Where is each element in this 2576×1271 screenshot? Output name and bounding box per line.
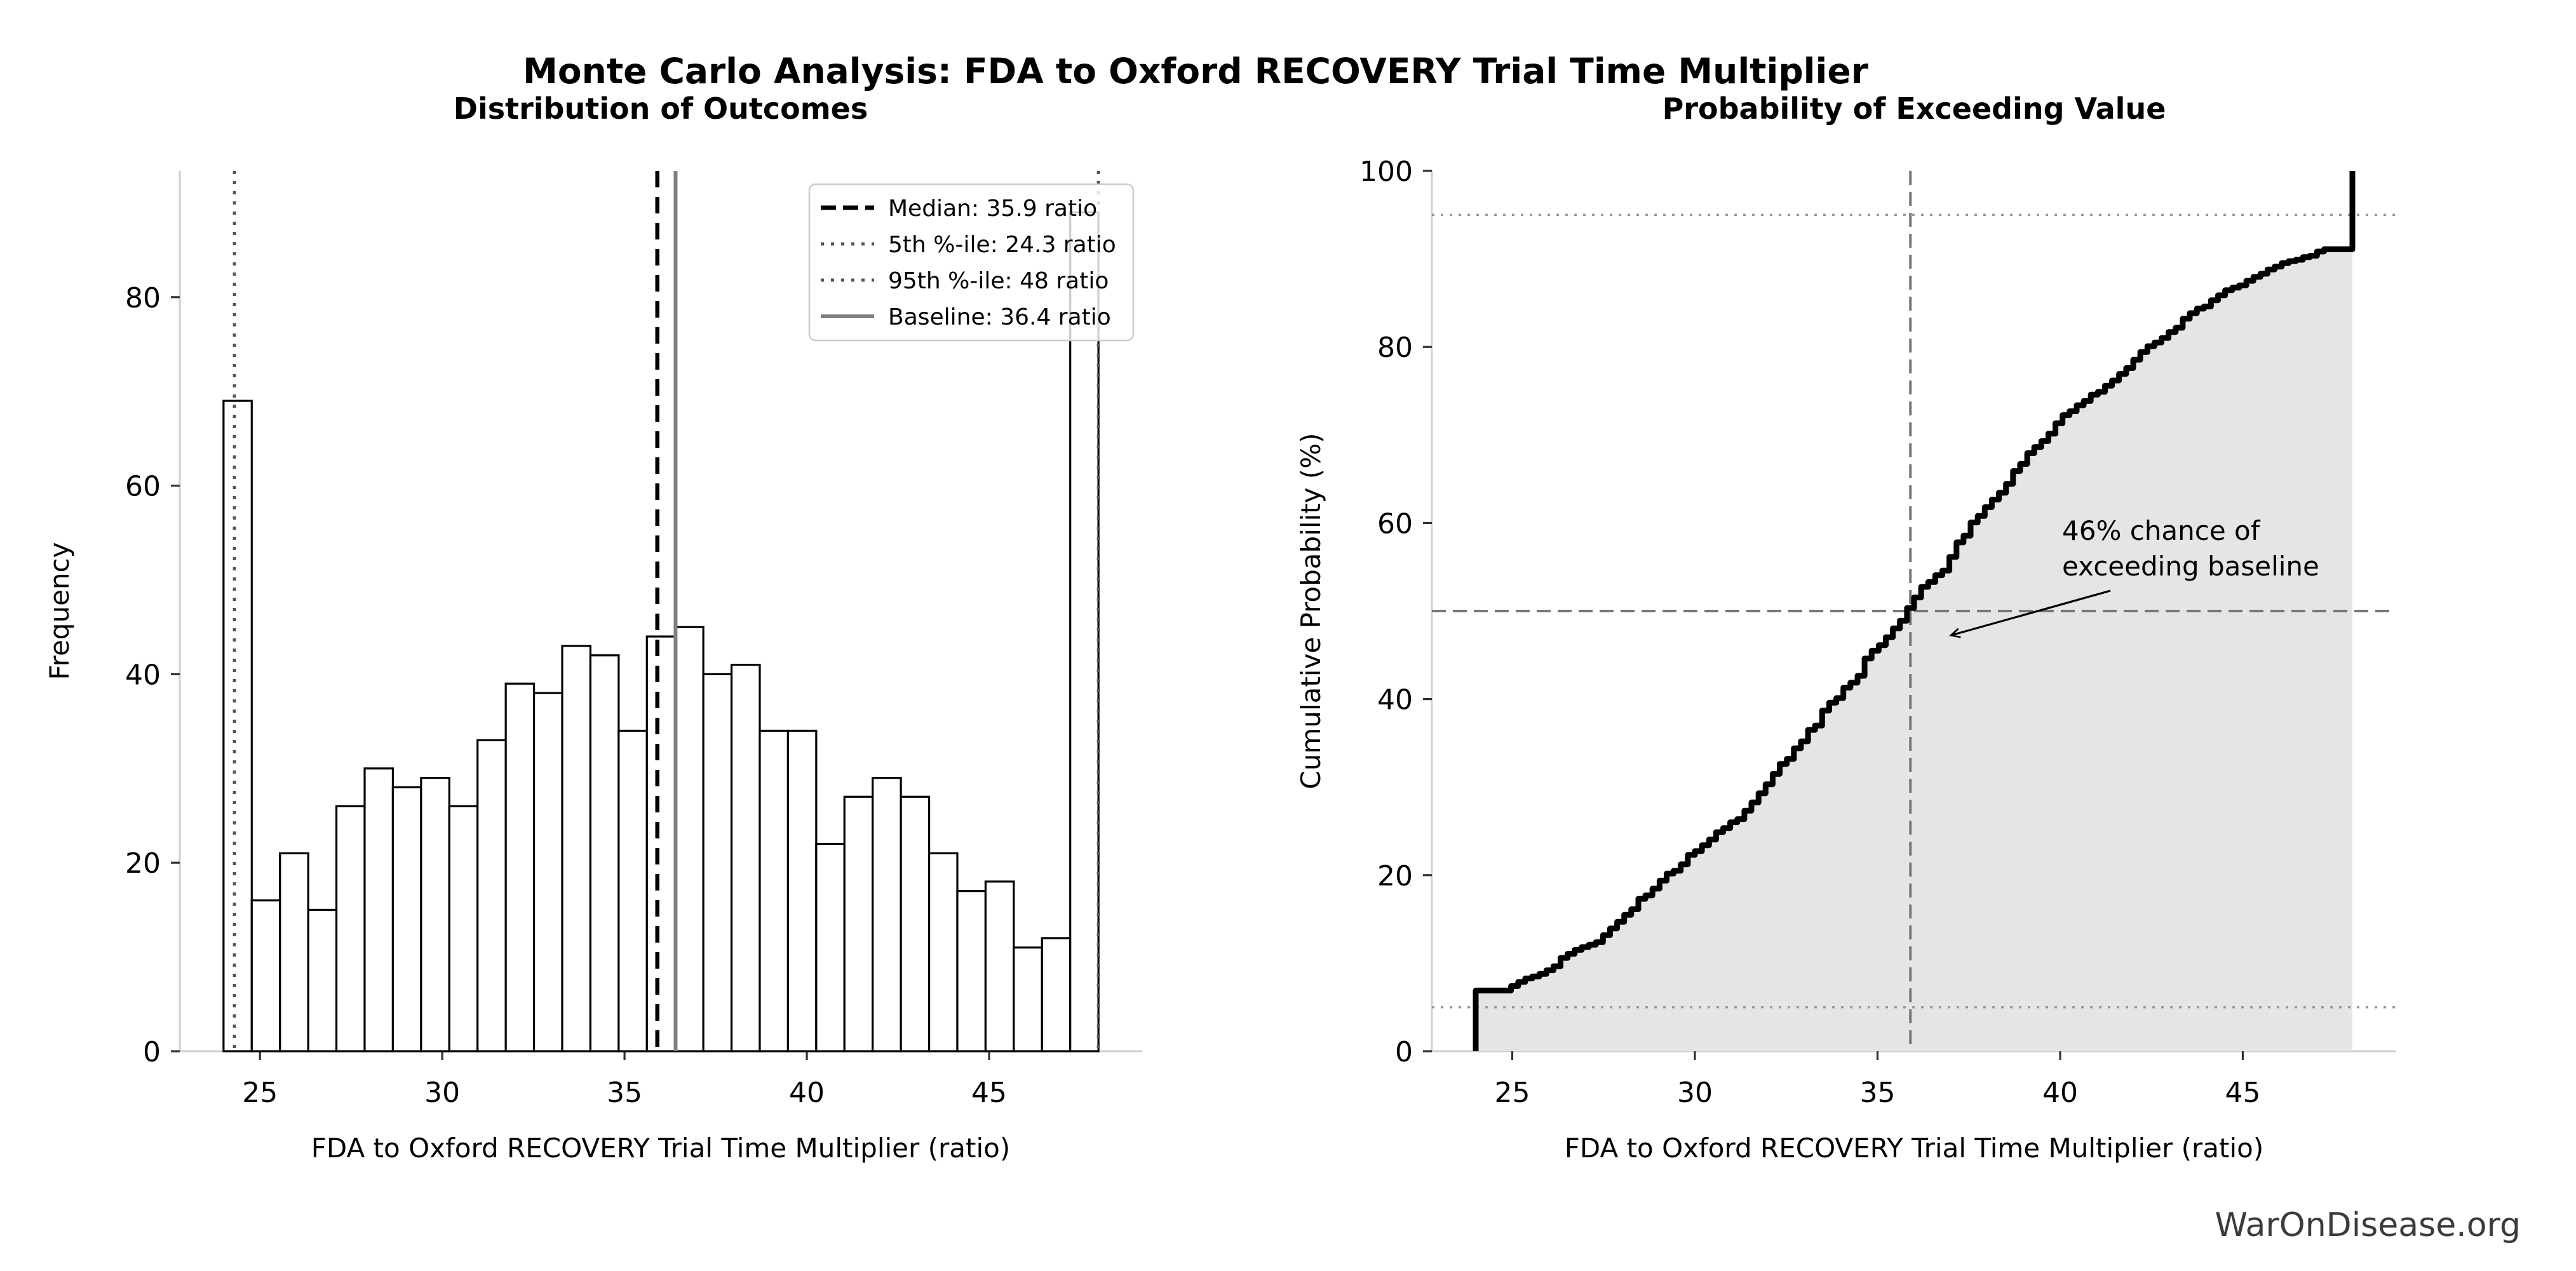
x-tick-label: 40: [2042, 1077, 2078, 1109]
y-tick-label: 60: [1377, 508, 1413, 540]
right-axes: 25 30 35 40 45 0 20 40 60 80 100: [1359, 156, 2396, 1109]
left-yaxis-label: Frequency: [44, 542, 75, 680]
cdf-area: [1476, 247, 2352, 1052]
legend: Median: 35.9 ratio 5th %-ile: 24.3 ratio…: [808, 183, 1135, 342]
x-tick-label: 45: [971, 1077, 1007, 1109]
cdf-curve: [1473, 171, 2356, 1051]
histogram-bar: [759, 729, 790, 1052]
y-tick-label: 40: [1377, 684, 1413, 716]
annotation-line1: 46% chance of: [2062, 515, 2261, 546]
histogram-bar: [730, 663, 761, 1052]
y-tick-label: 0: [1395, 1036, 1413, 1068]
histogram-bar: [1069, 211, 1100, 1052]
histogram-bar: [815, 842, 846, 1052]
histogram-bar: [222, 400, 253, 1052]
x-tick-label: 30: [1677, 1077, 1713, 1109]
right-yaxis-label: Cumulative Probability (%): [1295, 433, 1326, 789]
y-tick-label: 60: [125, 471, 161, 503]
legend-box: [808, 183, 1135, 342]
histogram-bar: [645, 635, 677, 1052]
legend-label-median: Median: 35.9 ratio: [888, 196, 1097, 222]
histogram-bar: [279, 852, 309, 1052]
y-tick-label: 20: [125, 847, 161, 880]
histogram-bar: [786, 729, 818, 1052]
right-xaxis-label: FDA to Oxford RECOVERY Trial Time Multip…: [1565, 1133, 2263, 1164]
left-axes: 25 30 35 40 45 0 20 40 60 80: [125, 171, 1142, 1109]
histogram-bar: [843, 795, 874, 1052]
right-subplot-title: Probability of Exceeding Value: [1662, 91, 2166, 126]
histogram-bar: [532, 692, 563, 1052]
y-tick-label: 100: [1359, 156, 1413, 188]
histogram-bar: [984, 880, 1015, 1052]
histogram-bar: [476, 739, 507, 1052]
left-xaxis-label: FDA to Oxford RECOVERY Trial Time Multip…: [311, 1133, 1010, 1164]
histogram-bar: [391, 786, 422, 1052]
histogram-bar: [617, 729, 648, 1052]
annotation-arrow: [1952, 589, 2111, 635]
x-tick-label: 25: [1495, 1077, 1530, 1109]
x-tick-label: 35: [607, 1077, 642, 1109]
histogram-bar: [927, 852, 959, 1052]
x-tick-label: 25: [242, 1077, 278, 1109]
histogram-bar: [561, 645, 592, 1052]
histogram-bar: [363, 767, 394, 1052]
histogram-bar: [674, 626, 705, 1052]
histogram-bar: [250, 899, 281, 1052]
histogram-bar: [1041, 937, 1072, 1052]
cdf-area-layer: [1476, 247, 2352, 1052]
histogram-bar: [1013, 946, 1043, 1052]
y-tick-label: 80: [125, 282, 161, 314]
watermark: WarOnDisease.org: [2215, 1206, 2521, 1244]
main-title: Monte Carlo Analysis: FDA to Oxford RECO…: [523, 51, 1868, 91]
histogram-bar: [448, 805, 479, 1052]
histogram-bar: [420, 777, 450, 1052]
histogram-bar: [702, 673, 733, 1052]
x-tick-label: 35: [1860, 1077, 1896, 1109]
histogram-bar: [589, 654, 620, 1052]
y-tick-label: 0: [143, 1036, 161, 1068]
histogram-bar: [307, 908, 338, 1052]
legend-label-baseline: Baseline: 36.4 ratio: [888, 304, 1111, 330]
x-tick-label: 30: [424, 1077, 460, 1109]
histogram-bar: [504, 682, 536, 1052]
x-tick-label: 45: [2225, 1077, 2261, 1109]
histogram-bar: [900, 795, 931, 1052]
left-reference-lines: [233, 171, 1100, 1051]
legend-label-p95: 95th %-ile: 48 ratio: [888, 268, 1109, 294]
annotation: 46% chance of exceeding baseline: [1952, 515, 2319, 635]
left-histogram-bars: [222, 211, 1100, 1052]
left-subplot-title: Distribution of Outcomes: [454, 91, 868, 126]
annotation-line2: exceeding baseline: [2062, 551, 2319, 582]
histogram-bar: [872, 777, 902, 1052]
y-tick-label: 40: [125, 659, 161, 691]
right-reference-lines: [1432, 171, 2396, 1051]
x-tick-label: 40: [789, 1077, 825, 1109]
legend-label-p5: 5th %-ile: 24.3 ratio: [888, 232, 1116, 258]
cdf-curve-layer: [1473, 171, 2356, 1051]
histogram-bar: [956, 890, 987, 1052]
histogram-bar: [335, 805, 366, 1052]
y-tick-label: 80: [1377, 332, 1413, 364]
y-tick-label: 20: [1377, 860, 1413, 892]
